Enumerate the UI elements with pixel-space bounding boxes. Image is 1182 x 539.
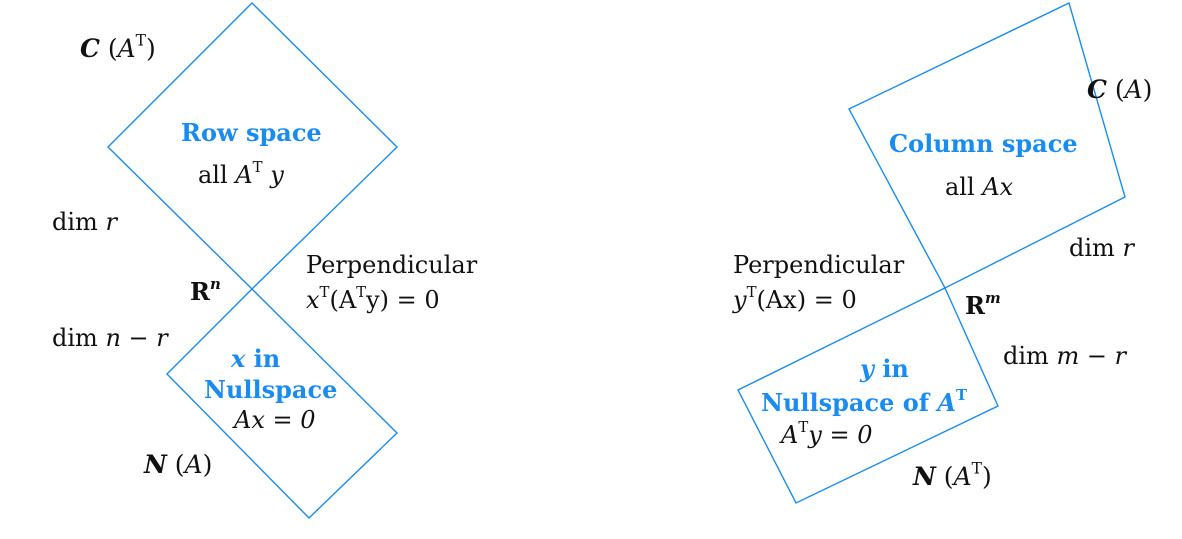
- ambient-space-rn: Rn: [190, 280, 221, 304]
- left-nullspace-dimension: dim m − r: [1003, 344, 1126, 368]
- column-space-dimension: dim r: [1069, 236, 1134, 260]
- perpendicular-label-left: Perpendicular: [306, 253, 477, 277]
- nullspace-title-line2: Nullspace: [204, 378, 337, 402]
- left-nullspace-name: N (AT): [913, 464, 992, 489]
- row-space-name: C (AT): [80, 36, 156, 61]
- perpendicular-equation-right: yT(Ax) = 0: [733, 288, 857, 312]
- nullspace-title-line1: x in: [231, 347, 280, 371]
- left-nullspace-title-line2: Nullspace of AT: [761, 391, 967, 415]
- column-space-title: Column space: [889, 132, 1078, 156]
- row-space-dimension: dim r: [52, 210, 117, 234]
- row-space-content: all AT y: [198, 163, 284, 187]
- left-nullspace-title-line1: y in: [860, 357, 909, 381]
- column-space-content: all Ax: [945, 175, 1013, 199]
- nullspace-name: N (A): [144, 452, 212, 477]
- nullspace-equation: Ax = 0: [234, 408, 316, 432]
- ambient-space-rm: Rm: [965, 294, 1001, 318]
- perpendicular-equation-left: xT(ATy) = 0: [306, 288, 440, 312]
- left-nullspace-equation: ATy = 0: [781, 423, 872, 447]
- row-space-title: Row space: [181, 121, 322, 145]
- nullspace-dimension: dim n − r: [52, 326, 168, 350]
- column-space-name: C (A): [1087, 77, 1152, 102]
- perpendicular-label-right: Perpendicular: [733, 253, 904, 277]
